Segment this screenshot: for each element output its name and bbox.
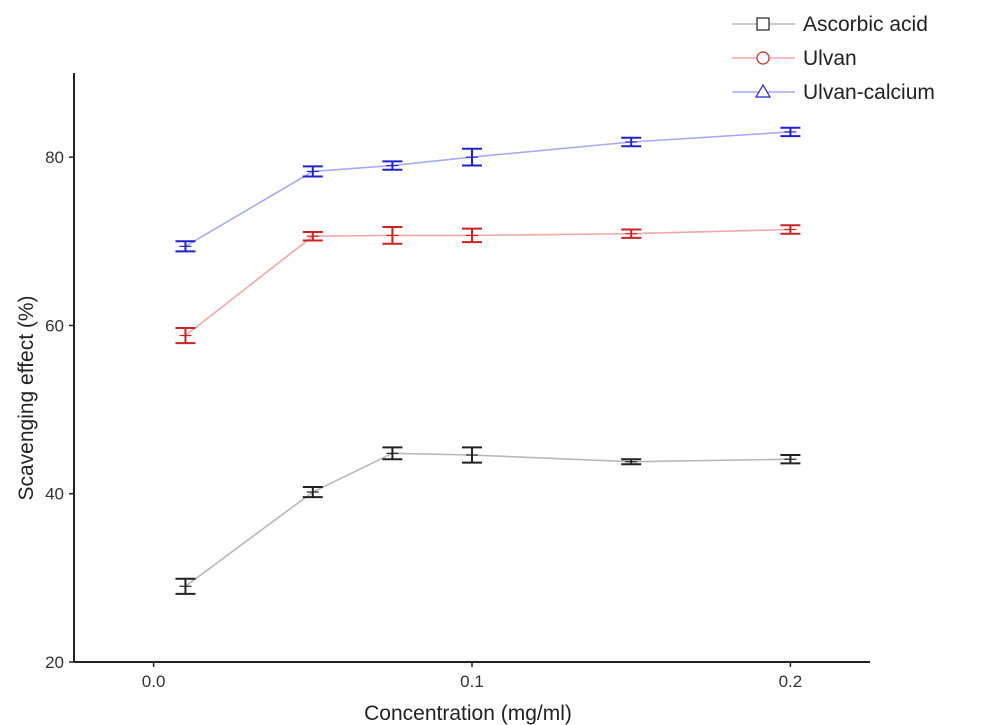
x-tick-label: 0.1 <box>460 672 484 691</box>
x-tick-label: 0.0 <box>142 672 166 691</box>
error-bar <box>175 577 196 595</box>
error-bar <box>382 160 403 171</box>
series-line-0 <box>184 452 791 587</box>
error-bar <box>302 165 323 178</box>
error-bar <box>621 458 642 466</box>
legend-label: Ascorbic acid <box>803 13 928 36</box>
error-bar <box>462 446 482 464</box>
ticks: 20 40 60 80 0.0 0.1 0.2 <box>45 148 802 691</box>
series-line-2 <box>184 131 791 247</box>
legend-label: Ulvan <box>803 47 857 70</box>
error-bar <box>175 240 196 253</box>
error-bar <box>621 136 642 148</box>
square-marker-icon <box>756 17 770 31</box>
triangle-marker-icon <box>754 83 772 98</box>
error-bar <box>175 326 196 345</box>
series-line-1 <box>184 228 791 337</box>
legend-entry: Ascorbic acid <box>732 13 928 36</box>
legend-entry: Ulvan-calcium <box>732 81 935 104</box>
error-bar <box>780 126 801 138</box>
error-bar <box>462 147 482 167</box>
error-bar <box>780 224 801 235</box>
error-bar <box>302 485 323 499</box>
legend-entry: Ulvan <box>732 47 857 70</box>
y-tick-label: 40 <box>45 485 64 504</box>
error-bar <box>382 225 403 245</box>
legend: Ascorbic acid Ulvan Ulvan-calcium <box>732 13 935 104</box>
y-tick-label: 80 <box>45 148 64 167</box>
y-axis-label: Scavenging effect (%) <box>15 295 38 500</box>
error-bar <box>621 228 642 239</box>
error-bar <box>302 231 323 242</box>
y-tick-label: 60 <box>45 316 64 335</box>
x-tick-label: 0.2 <box>779 672 803 691</box>
legend-label: Ulvan-calcium <box>803 81 935 104</box>
error-bar <box>462 227 482 244</box>
error-bar <box>382 446 403 461</box>
circle-marker-icon <box>756 51 770 65</box>
error-bar <box>780 454 801 465</box>
series-lines <box>184 131 791 587</box>
x-axis-label: Concentration (mg/ml) <box>364 702 572 725</box>
y-tick-label: 20 <box>45 653 64 672</box>
error-bars <box>175 126 801 595</box>
